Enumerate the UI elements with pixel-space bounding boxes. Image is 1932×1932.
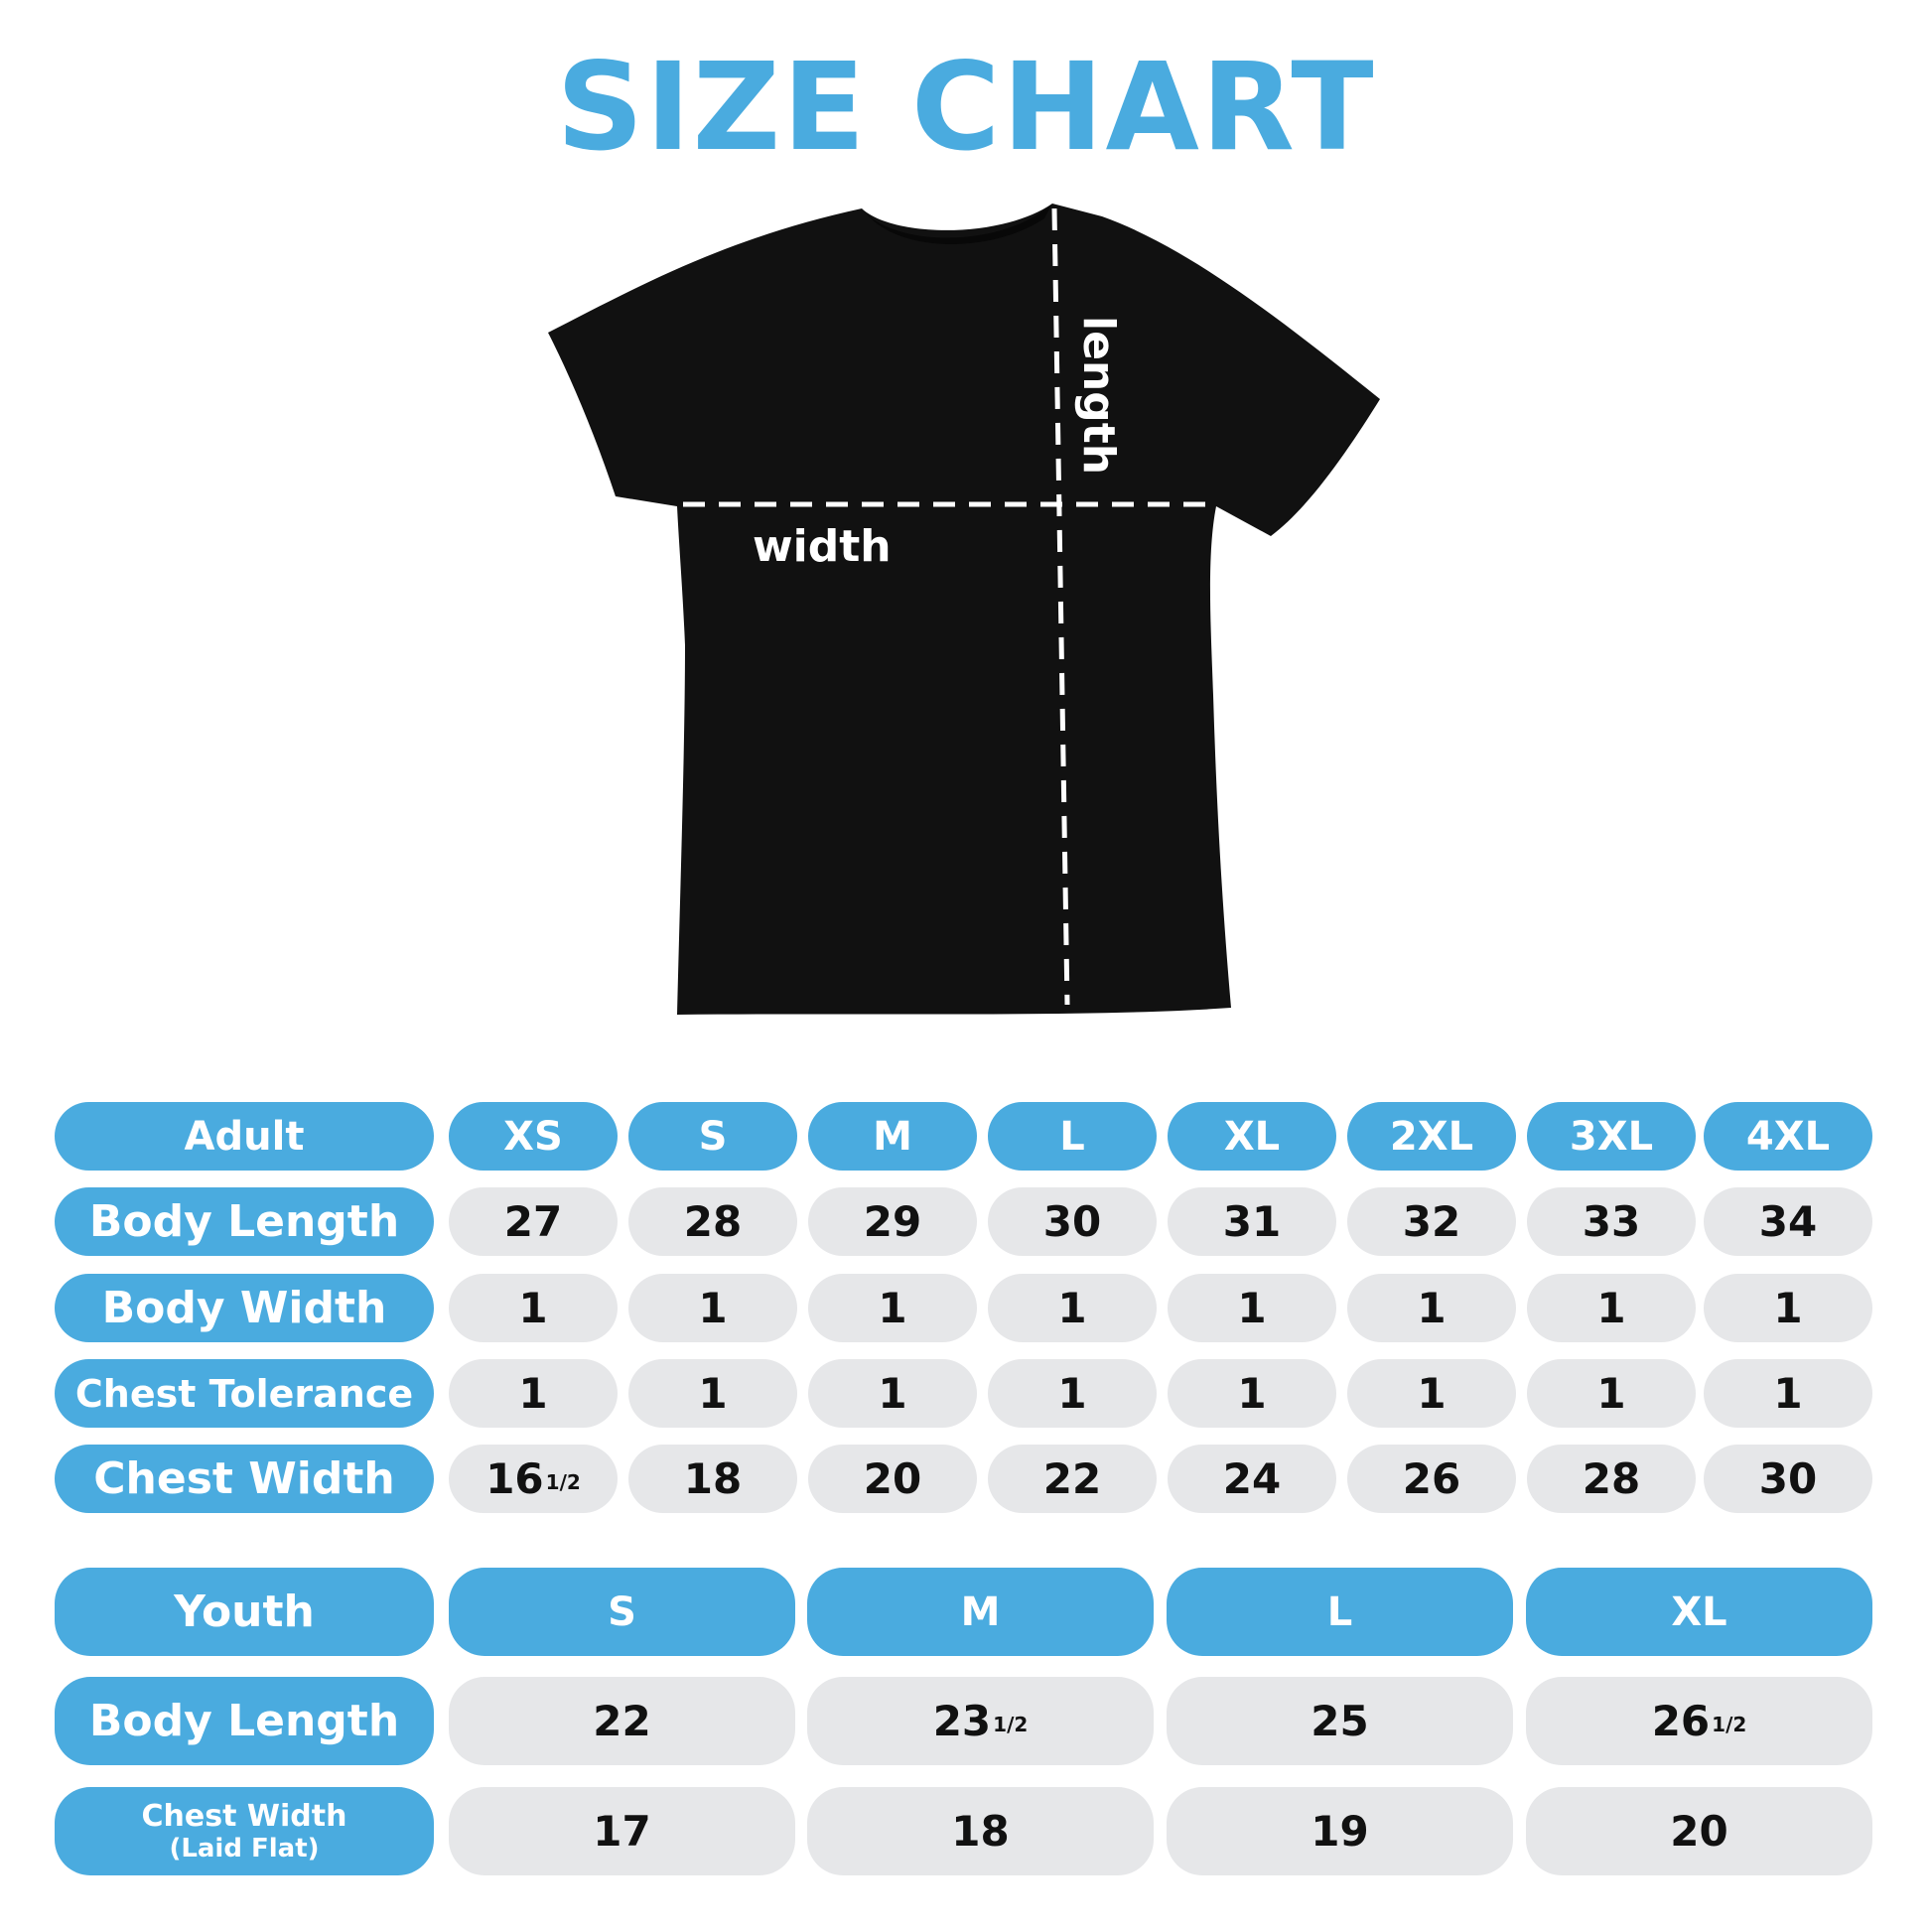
adult-cell: 1: [988, 1274, 1157, 1342]
value-fraction: 1/2: [545, 1469, 581, 1494]
adult-cell: 1: [1347, 1359, 1516, 1428]
adult-header-label: Adult: [55, 1102, 434, 1171]
adult-size-header: L: [988, 1102, 1157, 1171]
width-label: width: [753, 521, 892, 572]
adult-cell: 26: [1347, 1445, 1516, 1513]
youth-cell: 17: [449, 1787, 795, 1875]
adult-cell: 16 1/2: [449, 1445, 618, 1513]
adult-cell: 30: [988, 1187, 1157, 1256]
adult-cell: 20: [808, 1445, 977, 1513]
youth-row-label: Body Length: [55, 1677, 434, 1765]
page-title: SIZE CHART: [556, 37, 1376, 178]
adult-size-header: 3XL: [1527, 1102, 1696, 1171]
adult-cell: 1: [449, 1274, 618, 1342]
adult-cell: 29: [808, 1187, 977, 1256]
adult-size-header: M: [808, 1102, 977, 1171]
length-dashed-line: [1051, 207, 1070, 1006]
row-label-sub: (Laid Flat): [169, 1833, 320, 1863]
adult-cell: 1: [808, 1359, 977, 1428]
adult-size-header: 4XL: [1704, 1102, 1872, 1171]
value-whole: 26: [1651, 1697, 1711, 1745]
adult-size-header: 2XL: [1347, 1102, 1516, 1171]
adult-cell: 1: [1527, 1274, 1696, 1342]
youth-size-header: L: [1167, 1568, 1513, 1656]
adult-row-label: Chest Tolerance: [55, 1359, 434, 1428]
youth-size-header: S: [449, 1568, 795, 1656]
adult-cell: 30: [1704, 1445, 1872, 1513]
youth-cell: 25: [1167, 1677, 1513, 1765]
youth-size-header: XL: [1526, 1568, 1872, 1656]
adult-size-header: S: [628, 1102, 797, 1171]
youth-cell: 20: [1526, 1787, 1872, 1875]
youth-cell: 18: [807, 1787, 1154, 1875]
value-fraction: 1/2: [1712, 1712, 1747, 1736]
youth-cell: 22: [449, 1677, 795, 1765]
youth-header-label: Youth: [55, 1568, 434, 1656]
adult-row-label: Body Length: [55, 1187, 434, 1256]
adult-cell: 27: [449, 1187, 618, 1256]
adult-cell: 1: [1168, 1359, 1336, 1428]
length-label: length: [1073, 316, 1124, 475]
adult-cell: 1: [628, 1359, 797, 1428]
adult-row-label: Chest Width: [55, 1445, 434, 1513]
adult-cell: 18: [628, 1445, 797, 1513]
youth-cell: 26 1/2: [1526, 1677, 1872, 1765]
value-fraction: 1/2: [993, 1712, 1029, 1736]
value-whole: 23: [932, 1697, 992, 1745]
adult-cell: 28: [628, 1187, 797, 1256]
adult-cell: 31: [1168, 1187, 1336, 1256]
adult-cell: 1: [628, 1274, 797, 1342]
adult-cell: 1: [1704, 1274, 1872, 1342]
youth-size-header: M: [807, 1568, 1154, 1656]
adult-row-label: Body Width: [55, 1274, 434, 1342]
adult-cell: 34: [1704, 1187, 1872, 1256]
row-label-main: Chest Width: [141, 1798, 347, 1834]
adult-size-header: XL: [1168, 1102, 1336, 1171]
adult-cell: 1: [1704, 1359, 1872, 1428]
adult-size-header: XS: [449, 1102, 618, 1171]
adult-cell: 22: [988, 1445, 1157, 1513]
youth-row-label: Chest Width (Laid Flat): [55, 1787, 434, 1875]
adult-cell: 1: [1527, 1359, 1696, 1428]
adult-cell: 33: [1527, 1187, 1696, 1256]
adult-cell: 28: [1527, 1445, 1696, 1513]
adult-cell: 1: [449, 1359, 618, 1428]
adult-cell: 24: [1168, 1445, 1336, 1513]
youth-cell: 23 1/2: [807, 1677, 1154, 1765]
youth-cell: 19: [1167, 1787, 1513, 1875]
tshirt-diagram: length width: [548, 204, 1380, 1015]
tshirt-shape: [548, 204, 1380, 1015]
adult-cell: 1: [808, 1274, 977, 1342]
adult-cell: 1: [1168, 1274, 1336, 1342]
adult-cell: 1: [988, 1359, 1157, 1428]
adult-cell: 32: [1347, 1187, 1516, 1256]
value-whole: 16: [485, 1454, 544, 1503]
adult-cell: 1: [1347, 1274, 1516, 1342]
